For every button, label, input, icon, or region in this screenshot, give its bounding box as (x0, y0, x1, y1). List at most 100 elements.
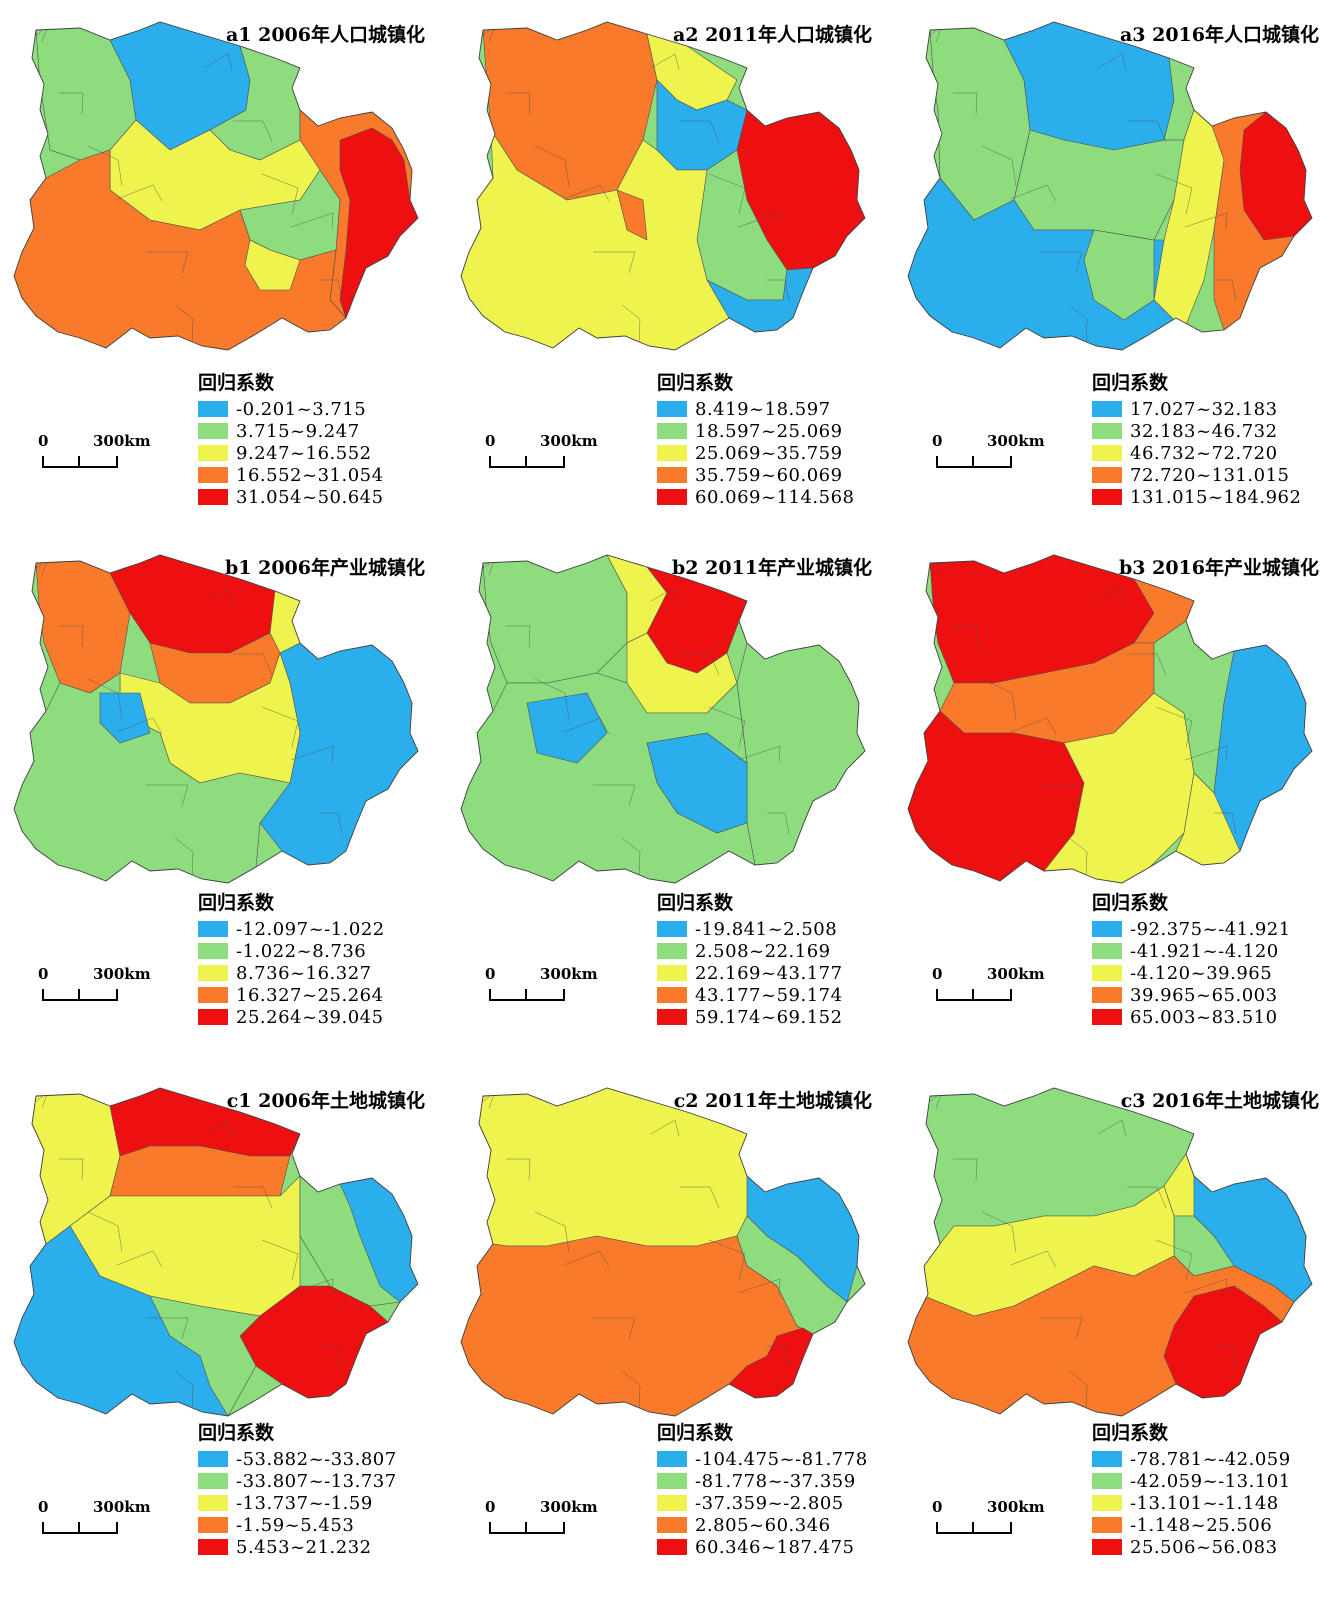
legend-label: 35.759~60.069 (695, 464, 843, 486)
legend-swatch (657, 401, 687, 417)
county-boundary (981, 1211, 1017, 1253)
legend-swatch (657, 1539, 687, 1555)
legend-label: 9.247~16.552 (236, 442, 372, 464)
legend-item: -33.807~-13.737 (198, 1470, 397, 1492)
legend-swatch (1092, 965, 1122, 981)
county-boundary (621, 837, 641, 879)
map-panel: a3 2016年人口城镇化 0 300km 回归系数 17.027~32.183 32.1… (894, 0, 1341, 533)
county-boundary (1271, 614, 1303, 632)
county-boundary (146, 251, 189, 274)
scale-bar-tick (525, 989, 527, 999)
legend-swatch (198, 921, 228, 937)
map-panel: c2 2011年土地城镇化 0 300km 回归系数 -104.475~-81.778-… (447, 1066, 894, 1599)
legend-label: 8.419~18.597 (695, 398, 831, 420)
county-boundary (1214, 279, 1237, 302)
county-boundary (377, 1147, 409, 1165)
county-boundary (1184, 212, 1228, 230)
map-panel: c3 2016年土地城镇化 0 300km 回归系数 -78.781~-42.059 -4… (894, 1066, 1341, 1599)
county-boundary (981, 145, 1017, 187)
scale-bar-tick (78, 1522, 80, 1532)
study-area-outline (460, 1087, 866, 1417)
county-boundary (59, 1158, 84, 1181)
county-boundary (1010, 184, 1057, 202)
county-boundary (203, 586, 233, 604)
county-boundary (621, 304, 641, 346)
legend-label: 43.177~59.174 (695, 984, 843, 1006)
scale-bar-line (936, 1522, 1012, 1534)
study-area-outline (460, 554, 866, 884)
legend-label: -19.841~2.508 (695, 918, 838, 940)
scale-bar-tick (972, 989, 974, 999)
county-boundary (59, 92, 84, 115)
legend-item: -1.148~25.506 (1092, 1514, 1291, 1536)
scale-bar-tick (972, 1522, 974, 1532)
legend-label: 25.506~56.083 (1130, 1536, 1278, 1558)
county-boundary (708, 1239, 746, 1281)
scale-bar: 0 300km (38, 965, 153, 1005)
legend-swatch (198, 1517, 228, 1533)
legend-swatch (198, 987, 228, 1003)
legend-label: 18.597~25.069 (695, 420, 843, 442)
county-boundary (290, 745, 334, 763)
county-boundary (737, 745, 781, 763)
scale-distance-label: 300km (540, 965, 598, 983)
legend-label: -12.097~-1.022 (236, 918, 385, 940)
county-boundary (506, 1158, 531, 1181)
choropleth-map (13, 21, 419, 351)
scale-bar-line (42, 456, 118, 468)
scale-bar-tick (525, 456, 527, 466)
legend-swatch (657, 943, 687, 959)
scale-bar-tick (78, 456, 80, 466)
legend-swatch (657, 423, 687, 439)
study-area-outline (13, 21, 419, 351)
scale-zero-label: 0 (485, 965, 496, 983)
county-boundary (1097, 53, 1127, 71)
panel-title: c2 2011年土地城镇化 (673, 1090, 872, 1112)
legend-item: -53.882~-33.807 (198, 1448, 397, 1470)
county-boundary (1068, 304, 1088, 346)
county-boundary (506, 625, 531, 648)
county-boundary (593, 1317, 636, 1340)
legend-label: 25.264~39.045 (236, 1006, 384, 1028)
legend-swatch (657, 467, 687, 483)
scale-distance-label: 300km (987, 432, 1045, 450)
scale-bar: 0 300km (485, 432, 600, 472)
map-panel: b1 2006年产业城镇化 0 300km 回归系数 -12.097~-1.022 -1.… (0, 533, 447, 1066)
legend-label: -1.022~8.736 (236, 940, 367, 962)
legend-title: 回归系数 (657, 372, 734, 394)
choropleth-map (907, 21, 1313, 351)
county-boundary (348, 42, 383, 84)
county-boundary (1155, 706, 1193, 748)
county-boundary (854, 681, 865, 704)
map-region (1083, 229, 1155, 321)
map-panel: b3 2016年产业城镇化 0 300km 回归系数 -92.375~-41.921 -4… (894, 533, 1341, 1066)
legend-item: -92.375~-41.921 (1092, 918, 1291, 940)
county-boundary (824, 1147, 856, 1165)
legend-label: 131.015~184.962 (1130, 486, 1302, 508)
county-boundary (650, 53, 680, 71)
county-boundary (767, 279, 790, 302)
legend-item: 60.346~187.475 (657, 1536, 868, 1558)
scale-bar-tick (525, 1522, 527, 1532)
legend-title: 回归系数 (1092, 1422, 1169, 1444)
map-region (244, 239, 301, 291)
county-boundary (1155, 1239, 1193, 1281)
county-boundary (824, 81, 856, 99)
scale-bar: 0 300km (932, 965, 1047, 1005)
county-boundary (1214, 1345, 1237, 1368)
legend-label: 22.169~43.177 (695, 962, 843, 984)
county-boundary (1242, 1108, 1277, 1150)
legend-swatch (198, 1539, 228, 1555)
county-boundary (1184, 745, 1228, 763)
legend: 回归系数 -53.882~-33.807 -33.807~-13.737 -13.73… (198, 1418, 397, 1558)
county-boundary (1040, 1317, 1083, 1340)
legend-item: -81.778~-37.359 (657, 1470, 868, 1492)
scale-bar-tick (78, 989, 80, 999)
county-boundary (1127, 1186, 1167, 1209)
legend-swatch (657, 1517, 687, 1533)
legend-label: -41.921~-4.120 (1130, 940, 1279, 962)
legend-item: -78.781~-42.059 (1092, 1448, 1291, 1470)
scale-bar-line (42, 989, 118, 1001)
legend-label: -37.359~-2.805 (695, 1492, 844, 1514)
county-boundary (680, 653, 720, 676)
